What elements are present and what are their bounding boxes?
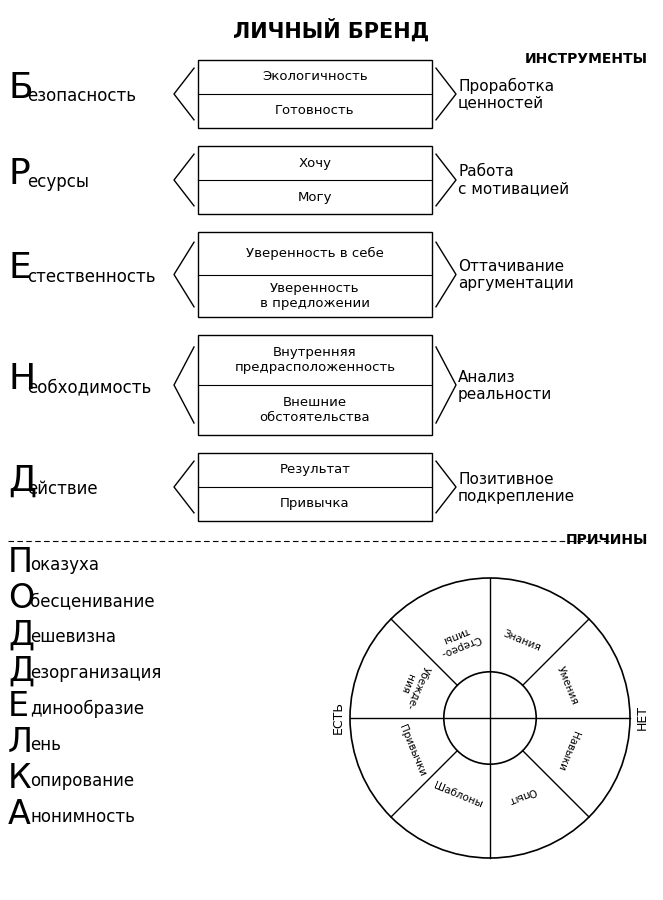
Text: Проработка: Проработка: [458, 78, 554, 94]
Text: К: К: [8, 762, 32, 796]
Text: есурсы: есурсы: [27, 173, 89, 191]
Text: Внутренняя
предрасположенность: Внутренняя предрасположенность: [235, 346, 396, 374]
Text: Привычки: Привычки: [397, 723, 428, 778]
Text: Оттачивание: Оттачивание: [458, 259, 564, 274]
Text: П: П: [8, 546, 33, 580]
Text: ешевизна: ешевизна: [30, 628, 116, 646]
Bar: [198, 232, 432, 317]
Text: Б: Б: [8, 71, 32, 105]
Text: Уверенность
в предложении: Уверенность в предложении: [260, 282, 370, 310]
Text: ействие: ействие: [27, 480, 97, 498]
Text: Стерео-
типы: Стерео- типы: [434, 623, 482, 659]
Text: Умения: Умения: [555, 665, 580, 706]
Text: опирование: опирование: [30, 772, 134, 790]
Text: стественность: стественность: [27, 267, 156, 285]
Text: Внешние
обстоятельства: Внешние обстоятельства: [260, 396, 371, 424]
Bar: [198, 335, 432, 435]
Text: Навыки: Навыки: [555, 729, 580, 771]
Text: Е: Е: [8, 251, 30, 285]
Circle shape: [444, 671, 536, 764]
Text: ЛИЧНЫЙ БРЕНД: ЛИЧНЫЙ БРЕНД: [233, 18, 429, 41]
Text: реальности: реальности: [458, 386, 552, 401]
Text: Шаблоны: Шаблоны: [432, 781, 484, 810]
Text: НЕТ: НЕТ: [636, 706, 648, 731]
Text: Анализ: Анализ: [458, 370, 516, 384]
Text: оказуха: оказуха: [30, 556, 99, 574]
Text: езорганизация: езорганизация: [30, 664, 161, 682]
Text: с мотивацией: с мотивацией: [458, 182, 569, 196]
Text: Р: Р: [8, 157, 30, 191]
Text: Результат: Результат: [280, 464, 351, 476]
Bar: [198, 146, 432, 214]
Text: Д: Д: [8, 654, 34, 688]
Text: Знания: Знания: [502, 628, 542, 652]
Text: Д: Д: [8, 618, 34, 652]
Text: Работа: Работа: [458, 165, 514, 179]
Text: Е: Е: [8, 690, 29, 724]
Text: Привычка: Привычка: [280, 498, 350, 510]
Text: Убежде-
ния: Убежде- ния: [394, 661, 432, 711]
Bar: [198, 453, 432, 521]
Text: аргументации: аргументации: [458, 276, 573, 291]
Text: ИНСТРУМЕНТЫ: ИНСТРУМЕНТЫ: [525, 52, 648, 66]
Text: подкрепление: подкрепление: [458, 489, 575, 503]
Text: езопасность: езопасность: [27, 87, 136, 105]
Text: Экологичность: Экологичность: [262, 70, 368, 84]
Text: Хочу: Хочу: [298, 157, 332, 169]
Text: нонимность: нонимность: [30, 808, 135, 826]
Text: еобходимость: еобходимость: [27, 378, 151, 396]
Text: Уверенность в себе: Уверенность в себе: [246, 247, 384, 260]
Text: О: О: [8, 582, 34, 616]
Text: Н: Н: [8, 362, 35, 396]
Bar: [198, 60, 432, 128]
Text: ценностей: ценностей: [458, 95, 544, 111]
Text: Л: Л: [8, 726, 33, 760]
Text: динообразие: динообразие: [30, 700, 144, 718]
Text: Позитивное: Позитивное: [458, 472, 554, 487]
Text: Могу: Могу: [298, 191, 332, 203]
Text: ПРИЧИНЫ: ПРИЧИНЫ: [566, 533, 648, 547]
Text: Готовность: Готовность: [275, 104, 355, 118]
Text: Д: Д: [8, 464, 36, 498]
Text: ЕСТЬ: ЕСТЬ: [332, 701, 345, 734]
Text: бесценивание: бесценивание: [30, 592, 154, 610]
Text: А: А: [8, 798, 31, 832]
Text: Опыт: Опыт: [507, 785, 538, 806]
Text: ень: ень: [30, 736, 61, 754]
